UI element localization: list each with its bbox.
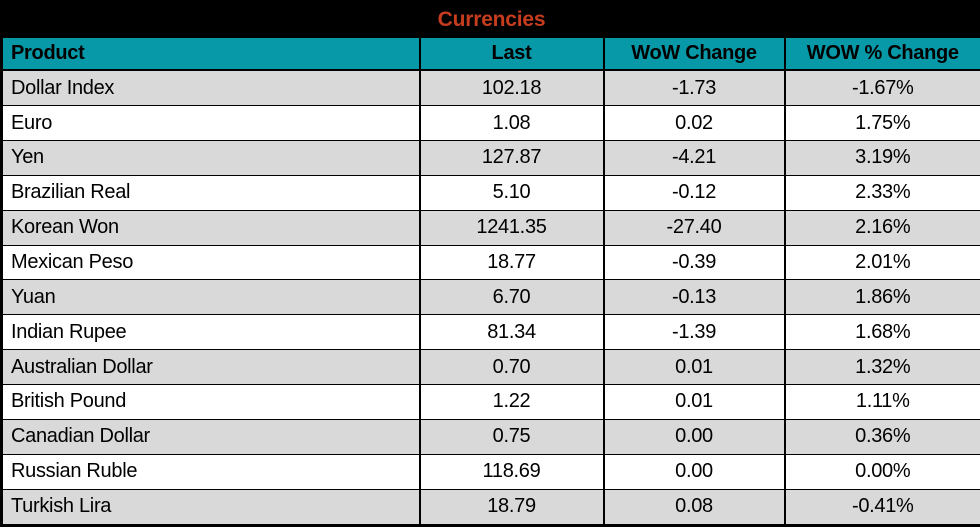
table-body: Dollar Index 102.18 -1.73 -1.67% Euro 1.08 0.0… (0, 69, 980, 527)
table-row: Canadian Dollar 0.75 0.00 0.36% (0, 418, 980, 455)
product-cell: Dollar Index (0, 69, 421, 107)
product-cell: Canadian Dollar (0, 418, 421, 455)
product-cell: Indian Rupee (0, 314, 421, 351)
product-cell: Turkish Lira (0, 488, 421, 527)
wow-change-cell: -4.21 (602, 139, 786, 176)
title-row: Currencies (1, 1, 980, 37)
product-cell: Korean Won (0, 209, 421, 246)
product-cell: Australian Dollar (0, 349, 421, 385)
column-header-last: Last (418, 36, 605, 71)
product-cell: Euro (0, 105, 421, 141)
wow-change-cell: 0.02 (602, 105, 786, 141)
product-cell: Yuan (0, 279, 421, 316)
last-cell: 127.87 (418, 139, 605, 176)
table-row: British Pound 1.22 0.01 1.11% (0, 383, 980, 420)
wow-change-cell: -1.39 (602, 314, 786, 351)
table-row: Indian Rupee 81.34 -1.39 1.68% (0, 314, 980, 351)
last-cell: 18.79 (418, 488, 605, 527)
product-cell: British Pound (0, 383, 421, 420)
wow-pct-change-cell: 1.32% (783, 349, 980, 385)
wow-change-cell: -0.12 (602, 174, 786, 211)
wow-change-cell: 0.00 (602, 418, 786, 455)
last-cell: 1241.35 (418, 209, 605, 246)
last-cell: 1.08 (418, 105, 605, 141)
product-cell: Yen (0, 139, 421, 176)
wow-change-cell: 0.08 (602, 488, 786, 527)
table-row: Australian Dollar 0.70 0.01 1.32% (0, 349, 980, 385)
wow-change-cell: -1.73 (602, 69, 786, 107)
product-cell: Russian Ruble (0, 453, 421, 490)
product-cell: Mexican Peso (0, 244, 421, 281)
table-row: Yen 127.87 -4.21 3.19% (0, 139, 980, 176)
wow-change-cell: -0.39 (602, 244, 786, 281)
last-cell: 0.70 (418, 349, 605, 385)
table-row: Brazilian Real 5.10 -0.12 2.33% (0, 174, 980, 211)
wow-change-cell: -27.40 (602, 209, 786, 246)
table-row: Turkish Lira 18.79 0.08 -0.41% (0, 488, 980, 527)
wow-change-cell: -0.13 (602, 279, 786, 316)
wow-pct-change-cell: 2.01% (783, 244, 980, 281)
last-cell: 5.10 (418, 174, 605, 211)
wow-pct-change-cell: 1.86% (783, 279, 980, 316)
column-header-wow-change: WoW Change (602, 36, 786, 71)
wow-pct-change-cell: 1.68% (783, 314, 980, 351)
last-cell: 1.22 (418, 383, 605, 420)
wow-change-cell: 0.01 (602, 383, 786, 420)
table-row: Korean Won 1241.35 -27.40 2.16% (0, 209, 980, 246)
last-cell: 118.69 (418, 453, 605, 490)
wow-pct-change-cell: 0.00% (783, 453, 980, 490)
table-row: Mexican Peso 18.77 -0.39 2.01% (0, 244, 980, 281)
wow-pct-change-cell: -0.41% (783, 488, 980, 527)
wow-pct-change-cell: 3.19% (783, 139, 980, 176)
table-row: Dollar Index 102.18 -1.73 -1.67% (0, 69, 980, 107)
table-row: Yuan 6.70 -0.13 1.86% (0, 279, 980, 316)
header-row: Product Last WoW Change WOW % Change (0, 36, 980, 71)
last-cell: 6.70 (418, 279, 605, 316)
wow-pct-change-cell: 1.75% (783, 105, 980, 141)
last-cell: 18.77 (418, 244, 605, 281)
wow-pct-change-cell: 1.11% (783, 383, 980, 420)
table-row: Euro 1.08 0.02 1.75% (0, 105, 980, 141)
wow-change-cell: 0.01 (602, 349, 786, 385)
wow-pct-change-cell: 2.16% (783, 209, 980, 246)
product-cell: Brazilian Real (0, 174, 421, 211)
wow-pct-change-cell: 2.33% (783, 174, 980, 211)
last-cell: 102.18 (418, 69, 605, 107)
wow-pct-change-cell: -1.67% (783, 69, 980, 107)
wow-pct-change-cell: 0.36% (783, 418, 980, 455)
column-header-product: Product (0, 36, 421, 71)
last-cell: 0.75 (418, 418, 605, 455)
table-title: Currencies (1, 1, 980, 37)
table-row: Russian Ruble 118.69 0.00 0.00% (0, 453, 980, 490)
wow-change-cell: 0.00 (602, 453, 786, 490)
column-header-wow-pct-change: WOW % Change (783, 36, 980, 71)
last-cell: 81.34 (418, 314, 605, 351)
